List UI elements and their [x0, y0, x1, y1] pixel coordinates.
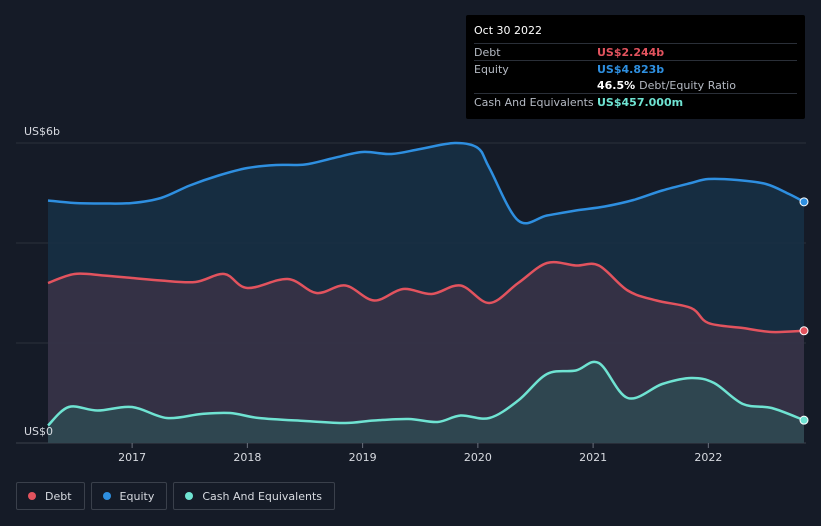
equity-end-marker — [799, 197, 809, 207]
x-tick-label: 2017 — [118, 451, 146, 464]
tooltip-date: Oct 30 2022 — [474, 24, 543, 37]
tooltip-debt-row: Debt US$2.244b — [474, 43, 797, 60]
tooltip-ratio-row: 46.5% Debt/Equity Ratio — [474, 77, 797, 93]
tooltip-cash-row: Cash And Equivalents US$457.000m — [474, 93, 797, 110]
x-tick-label: 2021 — [579, 451, 607, 464]
tooltip-ratio-value: 46.5% — [597, 78, 636, 92]
debt-color-dot — [28, 492, 36, 500]
tooltip-debt-label: Debt — [474, 45, 501, 59]
tooltip-debt-value: US$2.244b — [597, 45, 665, 59]
tooltip-cash-label: Cash And Equivalents — [474, 95, 594, 109]
x-tick-label: 2020 — [464, 451, 492, 464]
legend-item-debt[interactable]: Debt — [16, 482, 85, 510]
legend-label-equity: Equity — [119, 489, 155, 503]
cash-and-equivalents-area — [48, 361, 804, 443]
tooltip-ratio-label: Debt/Equity Ratio — [639, 78, 736, 92]
y-axis-top-label: US$6b — [24, 125, 60, 138]
legend-item-equity[interactable]: Equity — [90, 482, 168, 510]
debt-line — [47, 260, 805, 334]
tooltip-equity-row: Equity US$4.823b — [474, 60, 797, 77]
y-axis-bottom-label: US$0 — [24, 425, 53, 438]
cash-and-equivalents-end-marker — [799, 415, 809, 425]
x-tick-label: 2018 — [233, 451, 261, 464]
legend-item-cash[interactable]: Cash And Equivalents — [173, 482, 335, 510]
equity-line — [47, 141, 805, 225]
chart-legend: Debt Equity Cash And Equivalents — [16, 482, 335, 510]
debt-end-marker — [799, 326, 809, 336]
legend-label-debt: Debt — [45, 489, 72, 503]
x-tick-label: 2019 — [349, 451, 377, 464]
data-tooltip: Oct 30 2022 Debt US$2.244b Equity US$4.8… — [466, 15, 805, 119]
legend-label-cash: Cash And Equivalents — [202, 489, 322, 503]
x-tick-label: 2022 — [694, 451, 722, 464]
cash-and-equivalents-line — [47, 360, 805, 427]
tooltip-cash-value: US$457.000m — [597, 95, 684, 109]
equity-color-dot — [102, 492, 111, 500]
tooltip-equity-label: Equity — [474, 62, 509, 76]
tooltip-equity-value: US$4.823b — [597, 62, 665, 76]
cash-color-dot — [185, 492, 194, 500]
